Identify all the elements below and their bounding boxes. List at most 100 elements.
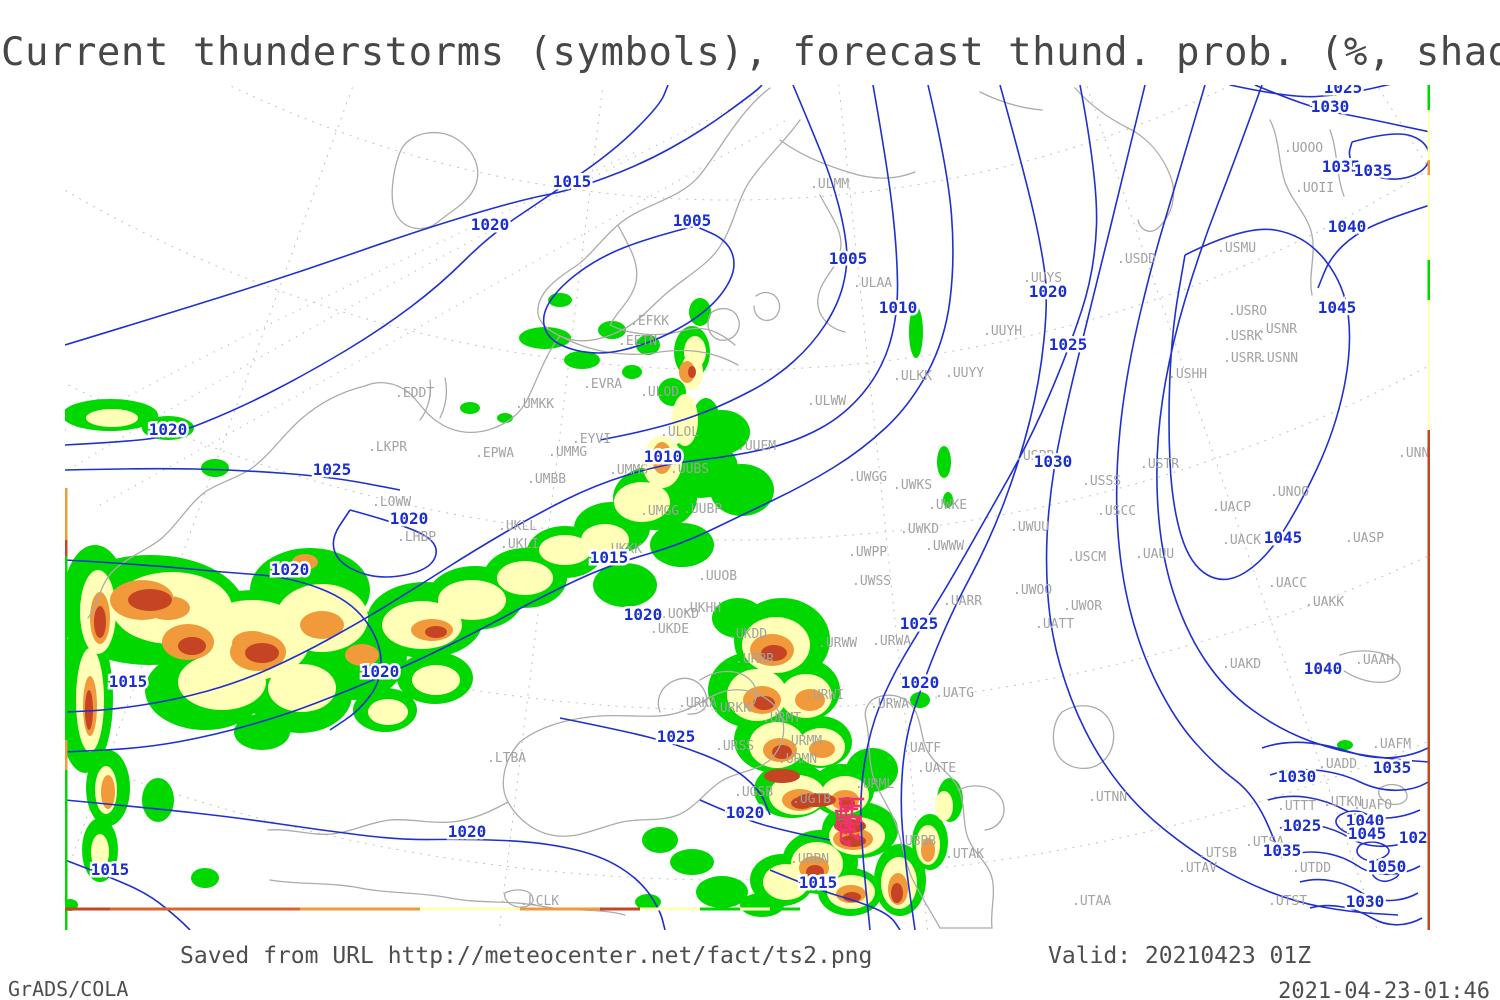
isobar-value-label: 1015 <box>799 873 838 892</box>
station-label: .UACK <box>1222 533 1261 548</box>
station-label: .USHH <box>1168 367 1207 382</box>
station-label: .UMBB <box>527 472 566 487</box>
station-label: .UTNN <box>1088 790 1127 805</box>
station-label: .UOOO <box>1284 141 1323 156</box>
station-label: .UAFM <box>1372 737 1411 752</box>
station-label: .UUEM <box>737 439 776 454</box>
station-label: .ULOL <box>660 425 699 440</box>
isobar-value-label: 1050 <box>1368 857 1407 876</box>
station-label: .USRK <box>1223 329 1262 344</box>
isobar-value-label: 1020 <box>1399 828 1438 847</box>
station-label: .USSS <box>1082 474 1121 489</box>
station-label: .UKDD <box>728 627 767 642</box>
station-label: .LCLK <box>520 894 559 909</box>
station-label: .UKKK <box>603 542 642 557</box>
station-label: .USDD <box>1117 252 1156 267</box>
station-label: .UTSB <box>1198 846 1237 861</box>
station-label: .UWKE <box>928 498 967 513</box>
station-label: .UGTB <box>792 792 831 807</box>
station-label: .URKA <box>678 696 717 711</box>
station-label: .LHBP <box>397 530 436 545</box>
station-label: .EVRA <box>583 377 622 392</box>
isobar-value-label: 1045 <box>1264 528 1303 547</box>
station-label: .UWKS <box>893 478 932 493</box>
isobar-value-label: 1025 <box>900 614 939 633</box>
station-label: .UUYH <box>983 324 1022 339</box>
station-label: .EDDT <box>395 386 434 401</box>
isobar-value-label: 1015 <box>590 548 629 567</box>
station-label: .EFKK <box>630 314 669 329</box>
coastline-layer <box>87 87 1408 929</box>
station-label: .UADD <box>1318 757 1357 772</box>
isobar-value-label: 1015 <box>109 672 148 691</box>
station-label: .UTSA <box>1245 835 1284 850</box>
isobar-labels-layer: 1015 1020 1005 1005 1010 1020 1025 1020 1025 1020… <box>88 78 1438 914</box>
station-label: .URWW <box>818 636 857 651</box>
isobar-value-label: 1030 <box>1311 97 1350 116</box>
isobar-value-label: 1025 <box>313 460 352 479</box>
station-label: .UMMG <box>548 445 587 460</box>
isobar-value-label: 1025 <box>1049 335 1088 354</box>
station-label: .URML <box>855 777 894 792</box>
isobar-value-label: 1020 <box>624 605 663 624</box>
valid-time-label: Valid: 20210423 01Z <box>1048 943 1312 969</box>
isobar-value-label: 1035 <box>1354 161 1393 180</box>
station-label: .USTR <box>1140 457 1179 472</box>
isobar-value-label: 1020 <box>726 803 765 822</box>
isobar-value-label: 1025 <box>1324 78 1363 97</box>
station-label: .LKPR <box>368 440 407 455</box>
station-label: .URMT <box>762 711 801 726</box>
station-label: .UASP <box>1345 531 1384 546</box>
station-label: .UATE <box>917 761 956 776</box>
station-label: .UAUU <box>1135 547 1174 562</box>
isobar-value-label: 1035 <box>1373 758 1412 777</box>
station-label: .URSS <box>715 739 754 754</box>
station-label: .UWUU <box>1010 520 1049 535</box>
station-label: .USCC <box>1097 504 1136 519</box>
station-label: .USRR <box>1223 351 1262 366</box>
station-label: .ULMM <box>810 177 849 192</box>
isobar-value-label: 1020 <box>271 560 310 579</box>
station-label: .UBBB <box>897 834 936 849</box>
isobar-value-label: 1040 <box>1304 659 1343 678</box>
station-label: .EPWA <box>475 446 514 461</box>
isobar-value-label: 1030 <box>1034 452 1073 471</box>
thunderstorm-icon <box>838 821 854 847</box>
station-label: .URWI <box>805 688 844 703</box>
isobar-value-label: 1010 <box>879 298 918 317</box>
station-label: .USMU <box>1217 241 1256 256</box>
station-label: .UTAV <box>1178 861 1217 876</box>
station-label: .USPP <box>1015 449 1054 464</box>
isobar-value-label: 1025 <box>1283 816 1322 835</box>
isobar-value-label: 1020 <box>471 215 510 234</box>
station-label: .UAKK <box>1305 595 1344 610</box>
station-label: .ULOD <box>640 385 679 400</box>
station-label: .EYVI <box>572 432 611 447</box>
isobar-value-label: 1005 <box>673 211 712 230</box>
station-label: .UATT <box>1035 617 1074 632</box>
station-label: .URWA <box>872 634 911 649</box>
station-label: .UMKK <box>515 397 554 412</box>
isobar-value-label: 1020 <box>361 662 400 681</box>
station-label: .UUBS <box>670 462 709 477</box>
station-label: .UWGG <box>848 470 887 485</box>
station-label: .UKLI <box>500 537 539 552</box>
grads-credit-label: GrADS/COLA <box>8 977 129 1000</box>
station-label: .URMN <box>778 752 817 767</box>
station-labels-layer: .ULMM .ULAA .EFKK .EETN .EVRA .ULOD .ULOL .EYVI… <box>368 141 1464 909</box>
isobar-value-label: 1030 <box>1346 892 1385 911</box>
station-label: .UNBB <box>1425 474 1464 489</box>
station-label: .UGSB <box>734 785 773 800</box>
station-label: .UACP <box>1212 500 1251 515</box>
station-label: .ULKK <box>893 369 932 384</box>
station-label: .UWOR <box>1063 599 1102 614</box>
isobar-value-label: 1035 <box>1263 841 1302 860</box>
station-label: .EETN <box>618 334 657 349</box>
station-label: .UKHH <box>682 601 721 616</box>
station-label: .UTAA <box>1072 894 1111 909</box>
station-label: .USCM <box>1067 550 1106 565</box>
